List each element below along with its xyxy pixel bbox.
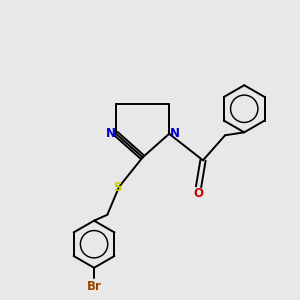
Text: Br: Br <box>87 280 101 292</box>
Text: S: S <box>113 181 122 194</box>
Text: O: O <box>193 187 203 200</box>
Text: N: N <box>106 127 116 140</box>
Text: N: N <box>169 127 179 140</box>
